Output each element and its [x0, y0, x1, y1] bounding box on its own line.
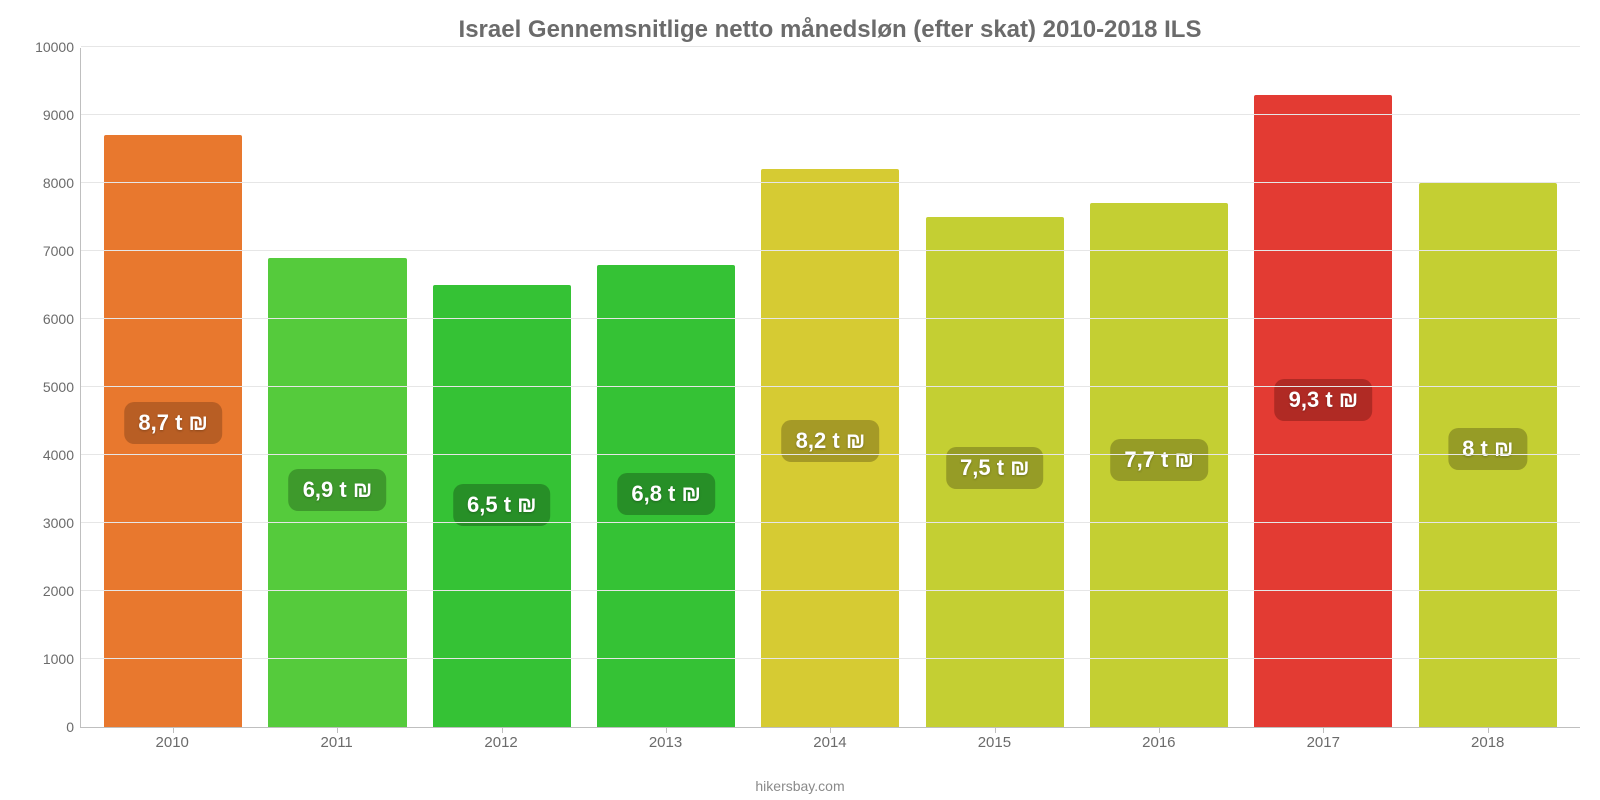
bar-value-label: 8,7 t ₪ [124, 402, 222, 444]
plot-area: 8,7 t ₪ 6,9 t ₪ 6,5 t ₪ 6,8 t ₪ 8,2 t ₪ 7,5 t… [80, 48, 1580, 728]
x-tick-label: 2017 [1241, 734, 1405, 751]
bar-value-label: 7,7 t ₪ [1110, 439, 1208, 481]
bar-slot: 6,8 t ₪ [584, 48, 748, 727]
y-tick-label: 9000 [19, 107, 74, 123]
salary-bar-chart: Israel Gennemsnitlige netto månedsløn (e… [0, 0, 1600, 800]
bar-value-label: 6,9 t ₪ [289, 469, 387, 511]
x-tick-label: 2011 [254, 734, 418, 751]
bar-slot: 6,9 t ₪ [255, 48, 419, 727]
x-tick-label: 2010 [90, 734, 254, 751]
bar: 7,5 t ₪ [926, 217, 1064, 727]
gridline [81, 182, 1580, 183]
bar-slot: 8,7 t ₪ [91, 48, 255, 727]
bar-value-label: 6,5 t ₪ [453, 484, 551, 526]
bar: 8,2 t ₪ [761, 169, 899, 727]
bars-container: 8,7 t ₪ 6,9 t ₪ 6,5 t ₪ 6,8 t ₪ 8,2 t ₪ 7,5 t… [81, 48, 1580, 727]
bar-value-label: 8,2 t ₪ [782, 420, 880, 462]
bar-slot: 8,2 t ₪ [748, 48, 912, 727]
gridline [81, 454, 1580, 455]
gridline [81, 318, 1580, 319]
bar: 8 t ₪ [1419, 183, 1557, 727]
gridline [81, 46, 1580, 47]
bar-slot: 9,3 t ₪ [1241, 48, 1405, 727]
bar-value-label: 6,8 t ₪ [617, 473, 715, 515]
bar-slot: 7,7 t ₪ [1077, 48, 1241, 727]
y-tick-label: 3000 [19, 515, 74, 531]
gridline [81, 590, 1580, 591]
bar: 6,9 t ₪ [268, 258, 406, 727]
x-tick-label: 2018 [1406, 734, 1570, 751]
y-tick-label: 5000 [19, 379, 74, 395]
x-tick-label: 2014 [748, 734, 912, 751]
bar-slot: 7,5 t ₪ [913, 48, 1077, 727]
x-tick-label: 2013 [583, 734, 747, 751]
gridline [81, 250, 1580, 251]
x-tick-label: 2015 [912, 734, 1076, 751]
y-tick-label: 8000 [19, 175, 74, 191]
y-tick-label: 1000 [19, 651, 74, 667]
y-tick-label: 7000 [19, 243, 74, 259]
bar: 6,5 t ₪ [433, 285, 571, 727]
gridline [81, 386, 1580, 387]
bar: 8,7 t ₪ [104, 135, 242, 727]
y-tick-label: 6000 [19, 311, 74, 327]
gridline [81, 114, 1580, 115]
y-tick-label: 4000 [19, 447, 74, 463]
bar-slot: 6,5 t ₪ [420, 48, 584, 727]
x-tick-label: 2012 [419, 734, 583, 751]
y-tick-label: 0 [19, 719, 74, 735]
y-tick-label: 10000 [19, 39, 74, 55]
bar: 7,7 t ₪ [1090, 203, 1228, 727]
y-tick-label: 2000 [19, 583, 74, 599]
bar-slot: 8 t ₪ [1406, 48, 1570, 727]
gridline [81, 522, 1580, 523]
chart-title: Israel Gennemsnitlige netto månedsløn (e… [80, 10, 1580, 48]
gridline [81, 658, 1580, 659]
x-axis: 201020112012201320142015201620172018 [80, 728, 1580, 751]
bar-value-label: 8 t ₪ [1448, 428, 1527, 470]
bar-value-label: 7,5 t ₪ [946, 447, 1044, 489]
chart-footer: hikersbay.com [0, 778, 1600, 794]
x-tick-label: 2016 [1077, 734, 1241, 751]
bar: 9,3 t ₪ [1254, 95, 1392, 727]
